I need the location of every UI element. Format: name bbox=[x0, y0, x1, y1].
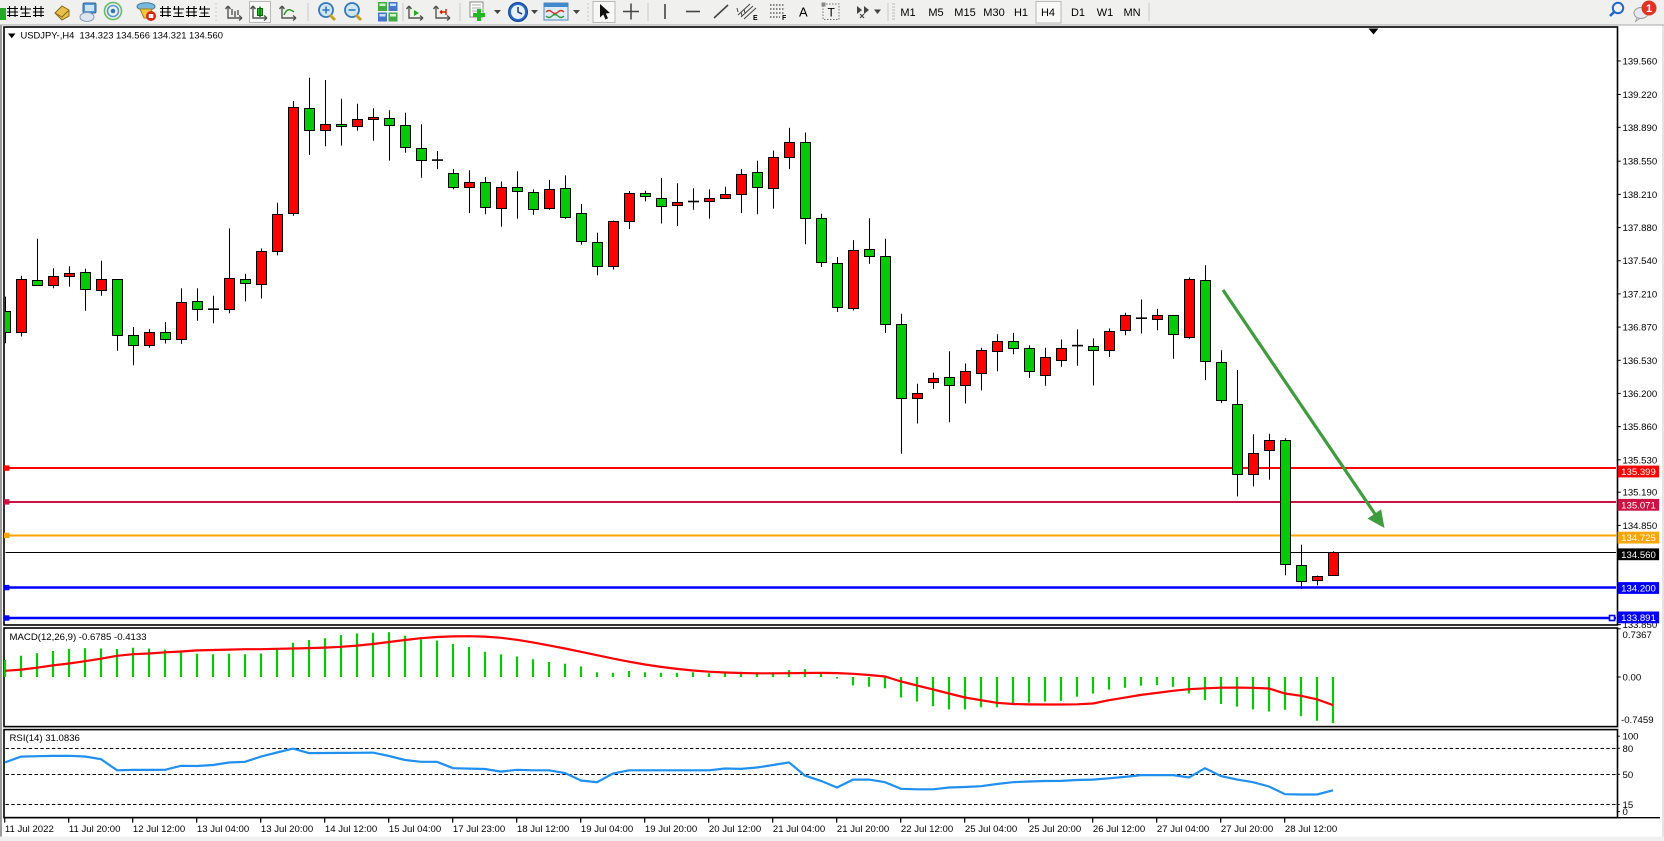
svg-text:0.00: 0.00 bbox=[1623, 673, 1642, 684]
svg-text:80: 80 bbox=[1623, 744, 1634, 755]
svg-text:135.399: 135.399 bbox=[1621, 467, 1656, 478]
svg-text:134.560: 134.560 bbox=[1621, 550, 1656, 561]
svg-text:100: 100 bbox=[1623, 732, 1639, 743]
svg-text:138.890: 138.890 bbox=[1623, 123, 1658, 134]
svg-text:F: F bbox=[782, 15, 787, 22]
svg-text:20 Jul 12:00: 20 Jul 12:00 bbox=[709, 824, 761, 835]
svg-text:15: 15 bbox=[1623, 800, 1634, 811]
svg-text:137.540: 137.540 bbox=[1623, 256, 1658, 267]
svg-text:12 Jul 12:00: 12 Jul 12:00 bbox=[133, 824, 185, 835]
svg-text:21 Jul 20:00: 21 Jul 20:00 bbox=[837, 824, 889, 835]
svg-text:11 Jul 2022: 11 Jul 2022 bbox=[5, 824, 54, 835]
svg-text:USDJPY-,H4 134.323 134.566 13: USDJPY-,H4 134.323 134.566 134.321 134.5… bbox=[21, 29, 223, 40]
svg-text:-0.7459: -0.7459 bbox=[1621, 715, 1654, 726]
svg-text:135.860: 135.860 bbox=[1623, 422, 1658, 433]
svg-text:M1: M1 bbox=[900, 7, 915, 19]
svg-text:19 Jul 20:00: 19 Jul 20:00 bbox=[645, 824, 697, 835]
svg-text:139.560: 139.560 bbox=[1623, 57, 1658, 68]
svg-text:25 Jul 20:00: 25 Jul 20:00 bbox=[1029, 824, 1081, 835]
svg-text:M15: M15 bbox=[954, 7, 975, 19]
svg-text:1: 1 bbox=[1646, 3, 1652, 15]
svg-text:0: 0 bbox=[1623, 807, 1628, 818]
svg-text:H1: H1 bbox=[1014, 7, 1028, 19]
svg-text:26 Jul 12:00: 26 Jul 12:00 bbox=[1093, 824, 1145, 835]
svg-text:13 Jul 20:00: 13 Jul 20:00 bbox=[261, 824, 313, 835]
svg-text:RSI(14) 31.0836: RSI(14) 31.0836 bbox=[10, 733, 80, 744]
svg-text:D1: D1 bbox=[1071, 7, 1085, 19]
svg-text:134.850: 134.850 bbox=[1623, 521, 1658, 532]
svg-text:19 Jul 04:00: 19 Jul 04:00 bbox=[581, 824, 633, 835]
svg-text:133.850: 133.850 bbox=[1623, 620, 1658, 631]
svg-text:MACD(12,26,9) -0.6785 -0.4133: MACD(12,26,9) -0.6785 -0.4133 bbox=[10, 632, 147, 643]
svg-text:H4: H4 bbox=[1041, 7, 1055, 19]
svg-text:MN: MN bbox=[1123, 7, 1140, 19]
svg-text:137.880: 137.880 bbox=[1623, 223, 1658, 234]
svg-text:15 Jul 04:00: 15 Jul 04:00 bbox=[389, 824, 441, 835]
svg-text:134.725: 134.725 bbox=[1621, 533, 1656, 544]
svg-text:21 Jul 04:00: 21 Jul 04:00 bbox=[773, 824, 825, 835]
svg-text:13 Jul 04:00: 13 Jul 04:00 bbox=[197, 824, 249, 835]
svg-text:27 Jul 04:00: 27 Jul 04:00 bbox=[1157, 824, 1209, 835]
svg-text:E: E bbox=[753, 15, 758, 22]
svg-text:M5: M5 bbox=[928, 7, 943, 19]
svg-text:22 Jul 12:00: 22 Jul 12:00 bbox=[901, 824, 953, 835]
svg-text:M30: M30 bbox=[983, 7, 1004, 19]
svg-text:135.190: 135.190 bbox=[1623, 488, 1658, 499]
svg-text:136.200: 136.200 bbox=[1623, 389, 1658, 400]
svg-text:28 Jul 12:00: 28 Jul 12:00 bbox=[1285, 824, 1337, 835]
svg-text:W1: W1 bbox=[1097, 7, 1114, 19]
svg-text:14 Jul 12:00: 14 Jul 12:00 bbox=[325, 824, 377, 835]
svg-text:133.891: 133.891 bbox=[1621, 613, 1656, 624]
svg-text:11 Jul 20:00: 11 Jul 20:00 bbox=[69, 824, 121, 835]
svg-text:138.550: 138.550 bbox=[1623, 157, 1658, 168]
svg-text:135.071: 135.071 bbox=[1621, 500, 1656, 511]
svg-text:139.220: 139.220 bbox=[1623, 90, 1658, 101]
svg-text:25 Jul 04:00: 25 Jul 04:00 bbox=[965, 824, 1017, 835]
svg-text:A: A bbox=[799, 5, 808, 20]
svg-text:135.530: 135.530 bbox=[1623, 455, 1658, 466]
svg-text:136.530: 136.530 bbox=[1623, 356, 1658, 367]
svg-text:T: T bbox=[828, 6, 836, 20]
svg-text:137.210: 137.210 bbox=[1623, 289, 1658, 300]
svg-text:18 Jul 12:00: 18 Jul 12:00 bbox=[517, 824, 569, 835]
svg-text:0.7367: 0.7367 bbox=[1623, 630, 1652, 641]
svg-text:136.870: 136.870 bbox=[1623, 323, 1658, 334]
svg-text:134.200: 134.200 bbox=[1621, 584, 1656, 595]
svg-text:138.210: 138.210 bbox=[1623, 190, 1658, 201]
svg-text:50: 50 bbox=[1623, 770, 1634, 781]
svg-text:27 Jul 20:00: 27 Jul 20:00 bbox=[1221, 824, 1273, 835]
svg-text:17 Jul 23:00: 17 Jul 23:00 bbox=[453, 824, 505, 835]
